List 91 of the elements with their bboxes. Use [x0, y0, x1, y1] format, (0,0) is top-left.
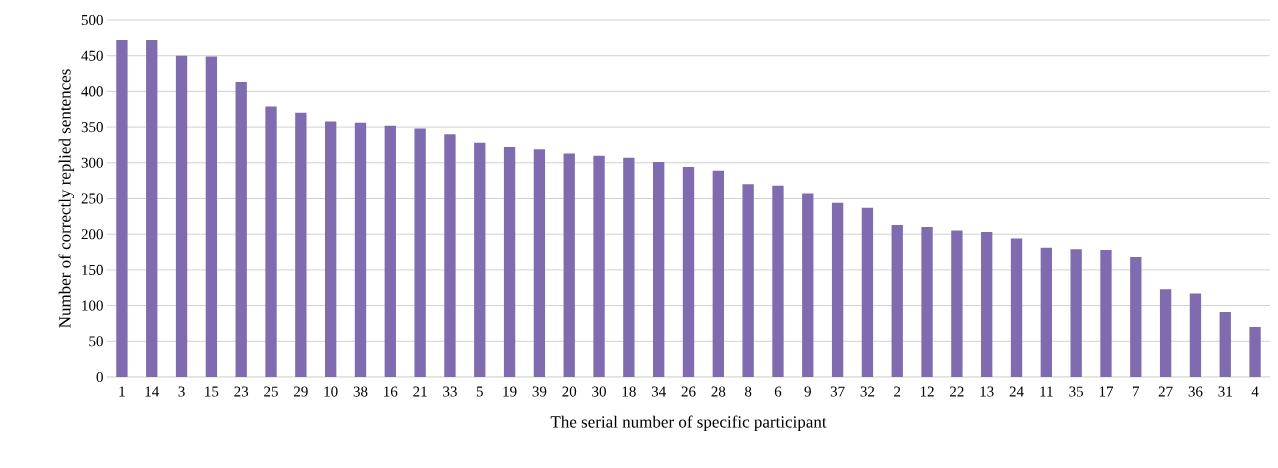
- bar: [384, 125, 396, 377]
- x-tick-label: 14: [145, 386, 160, 397]
- x-tick-label: 3: [178, 386, 185, 397]
- bar: [414, 128, 426, 377]
- bar: [1100, 249, 1112, 377]
- y-tick-label: 300: [81, 157, 103, 168]
- x-tick-label: 4: [1251, 386, 1259, 397]
- x-tick-label: 6: [774, 386, 782, 397]
- x-tick-label: 20: [562, 386, 577, 397]
- x-tick-label: 24: [1009, 386, 1024, 397]
- x-tick-label: 26: [681, 386, 696, 397]
- x-tick-label: 15: [205, 386, 219, 397]
- x-tick-label: 7: [1133, 386, 1140, 397]
- bar: [772, 185, 784, 377]
- bar: [921, 227, 933, 377]
- bar: [742, 184, 754, 377]
- bar: [653, 162, 665, 377]
- x-axis-title: The serial number of specific participant: [550, 415, 827, 432]
- x-tick-label: 25: [264, 386, 278, 397]
- x-tick-label: 27: [1158, 386, 1173, 397]
- bar: [205, 56, 218, 377]
- bar: [1010, 238, 1023, 377]
- x-tick-label: 2: [894, 386, 901, 397]
- bar: [712, 170, 724, 377]
- x-tick-label: 33: [443, 386, 457, 397]
- y-axis-title: Number of correctly replied sentences: [58, 69, 75, 328]
- x-tick-label: 1: [119, 386, 125, 397]
- x-tick-label: 31: [1218, 386, 1232, 397]
- bar: [533, 149, 546, 377]
- bar: [146, 39, 158, 377]
- x-tick-label: 32: [860, 386, 875, 397]
- bar: [1159, 289, 1172, 377]
- bar: [235, 82, 247, 377]
- x-tick-label: 19: [503, 386, 517, 397]
- bar: [861, 207, 874, 377]
- bar: [593, 155, 605, 377]
- bar: [831, 202, 844, 377]
- bar: [325, 121, 337, 377]
- x-tick-label: 34: [651, 386, 666, 397]
- bar: [1070, 249, 1082, 377]
- bar: [682, 167, 695, 377]
- bar: [1249, 327, 1261, 377]
- bar: [981, 232, 993, 377]
- x-tick-label: 30: [592, 386, 606, 397]
- y-tick-label: 450: [81, 50, 103, 61]
- x-tick-label: 37: [830, 386, 845, 397]
- bar: [891, 224, 903, 377]
- bar: [563, 153, 575, 377]
- bar: [1040, 247, 1052, 377]
- y-tick-label: 100: [82, 300, 103, 311]
- bar: [1189, 293, 1202, 377]
- x-tick-label: 23: [234, 386, 249, 397]
- bar: [1130, 257, 1142, 377]
- y-tick-label: 150: [82, 264, 103, 275]
- x-tick-label: 28: [711, 386, 726, 397]
- x-tick-label: 22: [950, 386, 964, 397]
- bar: [1219, 312, 1231, 377]
- x-tick-label: 11: [1040, 386, 1053, 397]
- y-tick-label: 400: [81, 86, 103, 97]
- y-tick-label: 0: [96, 371, 103, 383]
- x-tick-label: 17: [1099, 386, 1114, 397]
- x-tick-label: 8: [744, 386, 752, 397]
- x-tick-label: 38: [353, 386, 368, 397]
- bar: [802, 193, 814, 377]
- bar: [503, 147, 516, 377]
- x-tick-label: 21: [413, 386, 427, 397]
- x-tick-label: 5: [476, 386, 483, 397]
- bar: [951, 230, 963, 377]
- y-tick-label: 50: [89, 336, 103, 347]
- bar: [444, 134, 456, 377]
- x-tick-label: 36: [1188, 386, 1203, 397]
- bar: [474, 142, 486, 377]
- x-tick-label: 18: [622, 386, 636, 397]
- y-tick-label: 350: [81, 122, 103, 133]
- bar: [623, 157, 635, 377]
- x-tick-label: 13: [980, 386, 994, 397]
- y-tick-label: 200: [81, 229, 103, 240]
- x-tick-label: 39: [532, 386, 547, 397]
- x-tick-label: 16: [384, 386, 398, 397]
- bar: [354, 122, 367, 377]
- bar: [175, 55, 188, 377]
- x-tick-label: 35: [1069, 386, 1084, 397]
- bar: [265, 106, 277, 377]
- bar: [116, 39, 128, 377]
- bar: [295, 112, 307, 377]
- y-tick-label: 250: [81, 193, 103, 204]
- y-tick-label: 500: [81, 14, 103, 26]
- x-tick-label: 12: [920, 386, 934, 397]
- x-tick-label: 9: [804, 386, 811, 397]
- x-tick-label: 29: [294, 386, 308, 397]
- x-tick-label: 10: [324, 386, 338, 397]
